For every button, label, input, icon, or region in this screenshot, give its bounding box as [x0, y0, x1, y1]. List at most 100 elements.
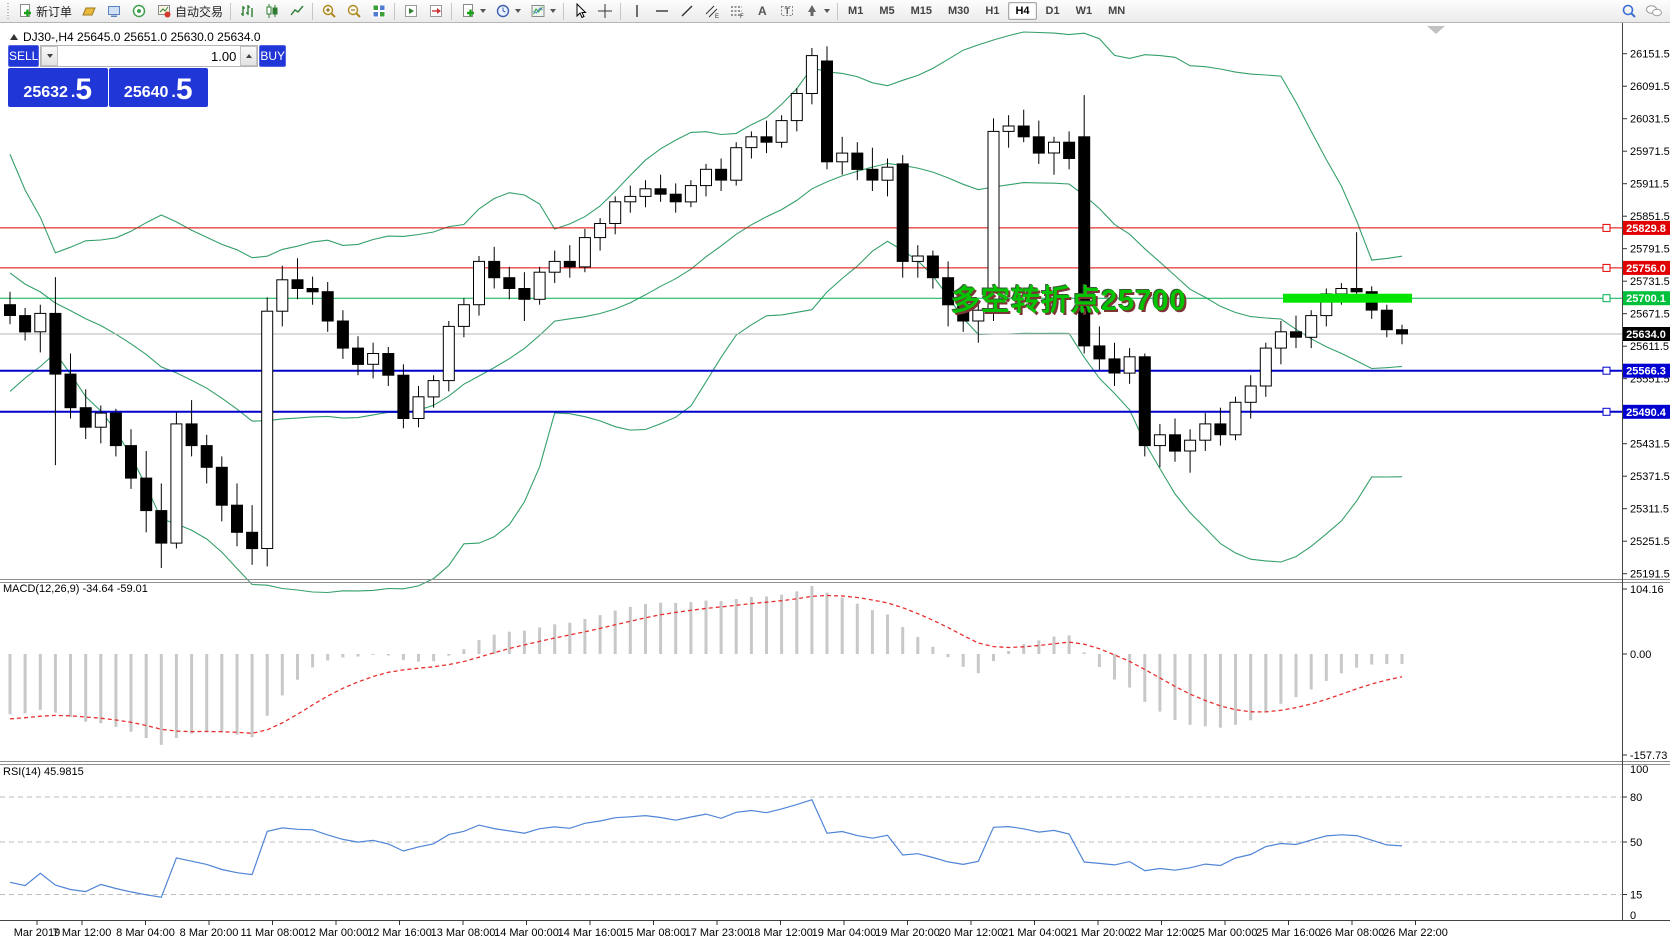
- svg-text:25791.5: 25791.5: [1630, 244, 1670, 256]
- zoom-in-icon: [320, 3, 337, 20]
- price-chart-canvas[interactable]: 26151.5 26091.5 26031.5 25971.5 25911.5 25851…: [0, 23, 1670, 945]
- svg-text:15 Mar 08:00: 15 Mar 08:00: [621, 927, 686, 939]
- line-chart-button[interactable]: [284, 1, 309, 22]
- svg-text:14 Mar 00:00: 14 Mar 00:00: [494, 927, 559, 939]
- auto-scroll-button[interactable]: [398, 1, 423, 22]
- buy-price-frac: 5: [175, 73, 193, 106]
- pane-separator[interactable]: [0, 761, 1670, 765]
- timeframe-M30[interactable]: M30: [948, 5, 970, 17]
- svg-text:25634.0: 25634.0: [1626, 329, 1666, 341]
- buy-price-box[interactable]: 25640. 5: [108, 68, 208, 107]
- hline-25756.0[interactable]: 25756.0: [0, 260, 1670, 275]
- svg-text:25311.5: 25311.5: [1630, 504, 1669, 516]
- sell-button[interactable]: SELL: [8, 45, 40, 67]
- svg-text:12 Mar 00:00: 12 Mar 00:00: [304, 927, 369, 939]
- new-chart-button[interactable]: [455, 1, 490, 22]
- timeframe-M5[interactable]: M5: [879, 5, 895, 17]
- charts-profile-button[interactable]: [76, 1, 101, 22]
- svg-text:26 Mar 22:00: 26 Mar 22:00: [1383, 927, 1448, 939]
- svg-text:-157.73: -157.73: [1630, 750, 1667, 762]
- volume-input[interactable]: [58, 46, 241, 66]
- community-button[interactable]: [126, 1, 151, 22]
- separator: [620, 2, 622, 20]
- fibonacci-button[interactable]: F: [724, 1, 749, 22]
- vertical-line-button[interactable]: [624, 1, 649, 22]
- svg-text:26031.5: 26031.5: [1630, 114, 1670, 126]
- chart-shift-button[interactable]: [423, 1, 448, 22]
- channel-button[interactable]: E: [699, 1, 724, 22]
- timeframe-M1[interactable]: M1: [848, 5, 864, 17]
- bar-chart-button[interactable]: [234, 1, 259, 22]
- svg-text:25829.8: 25829.8: [1626, 223, 1666, 235]
- text-label-button[interactable]: T: [774, 1, 799, 22]
- separator: [394, 2, 396, 20]
- search-button[interactable]: [1616, 1, 1641, 22]
- vertical-line-icon: [628, 3, 645, 20]
- auto-trading-button[interactable]: 自动交易: [151, 1, 227, 22]
- svg-text:T: T: [784, 6, 790, 16]
- svg-text:100: 100: [1630, 764, 1648, 776]
- svg-text:22 Mar 12:00: 22 Mar 12:00: [1129, 927, 1194, 939]
- price-axis: 26151.5 26091.5 26031.5 25971.5 25911.5 25851…: [1622, 49, 1670, 581]
- svg-text:8 Mar 20:00: 8 Mar 20:00: [180, 927, 239, 939]
- arrows-icon: [803, 3, 820, 20]
- chart-title-text: DJ30-,H4 25645.0 25651.0 25630.0 25634.0: [23, 30, 261, 44]
- svg-text:14 Mar 16:00: 14 Mar 16:00: [558, 927, 623, 939]
- zoom-in-button[interactable]: [316, 1, 341, 22]
- auto-trading-icon: [155, 3, 172, 20]
- svg-text:25731.5: 25731.5: [1630, 276, 1670, 288]
- chat-button[interactable]: [1641, 1, 1666, 22]
- arrows-button[interactable]: [799, 1, 834, 22]
- timeframe-M15[interactable]: M15: [910, 5, 932, 17]
- navigator-icon: [105, 3, 122, 20]
- timeframe-W1[interactable]: W1: [1075, 5, 1093, 17]
- trendline-button[interactable]: [674, 1, 699, 22]
- hline-25829.8[interactable]: 25829.8: [0, 220, 1670, 235]
- svg-text:19 Mar 04:00: 19 Mar 04:00: [812, 927, 877, 939]
- toolbar-grip: [6, 3, 10, 19]
- svg-text:21 Mar 20:00: 21 Mar 20:00: [1066, 927, 1131, 939]
- indicators-icon: [529, 3, 546, 20]
- timeframe-D1[interactable]: D1: [1045, 5, 1060, 17]
- svg-text:26 Mar 08:00: 26 Mar 08:00: [1320, 927, 1385, 939]
- equidistant-channel-icon: E: [703, 3, 720, 20]
- svg-text:11 Mar 08:00: 11 Mar 08:00: [240, 927, 304, 939]
- navigator-button[interactable]: [101, 1, 126, 22]
- quote-panel-toggle-icon[interactable]: [10, 34, 18, 40]
- crosshair-button[interactable]: [592, 1, 617, 22]
- volume-decrease-button[interactable]: [41, 46, 59, 66]
- hline-25566.3[interactable]: 25566.3: [0, 363, 1670, 378]
- auto-scroll-icon: [402, 3, 419, 20]
- timeframe-H4[interactable]: H4: [1008, 2, 1037, 20]
- buy-button[interactable]: BUY: [259, 45, 287, 67]
- hline-25700.1[interactable]: 25700.1: [0, 291, 1670, 306]
- indicators-button[interactable]: [525, 1, 560, 22]
- buy-price-dot: .: [171, 84, 176, 101]
- svg-text:A: A: [758, 4, 767, 18]
- svg-text:0.00: 0.00: [1630, 649, 1651, 661]
- charts-profile-icon: [80, 3, 97, 20]
- svg-text:26151.5: 26151.5: [1630, 49, 1670, 61]
- svg-text:25 Mar 16:00: 25 Mar 16:00: [1256, 927, 1321, 939]
- hline-25490.4[interactable]: 25490.4: [0, 404, 1670, 419]
- tile-windows-button[interactable]: [366, 1, 391, 22]
- zoom-out-button[interactable]: [341, 1, 366, 22]
- timeframe-H1[interactable]: H1: [985, 5, 1000, 17]
- cursor-button[interactable]: [567, 1, 592, 22]
- new-order-button[interactable]: 新订单: [12, 1, 76, 22]
- green-highlight-bar[interactable]: [1283, 293, 1412, 303]
- pane-separator[interactable]: [0, 579, 1670, 583]
- shift-marker-icon[interactable]: [1427, 26, 1445, 34]
- horizontal-line-button[interactable]: [649, 1, 674, 22]
- sell-price-box[interactable]: 25632. 5: [8, 68, 108, 107]
- macd-label: MACD(12,26,9) -34.64 -59.01: [3, 583, 148, 595]
- periods-button[interactable]: [490, 1, 525, 22]
- text-button[interactable]: A: [749, 1, 774, 22]
- candlestick-chart-button[interactable]: [259, 1, 284, 22]
- timeframe-MN[interactable]: MN: [1108, 5, 1126, 17]
- svg-text:50: 50: [1630, 837, 1642, 849]
- volume-increase-button[interactable]: [240, 46, 258, 66]
- annotation-text[interactable]: 多空转折点25700: [951, 285, 1187, 317]
- separator: [837, 2, 839, 20]
